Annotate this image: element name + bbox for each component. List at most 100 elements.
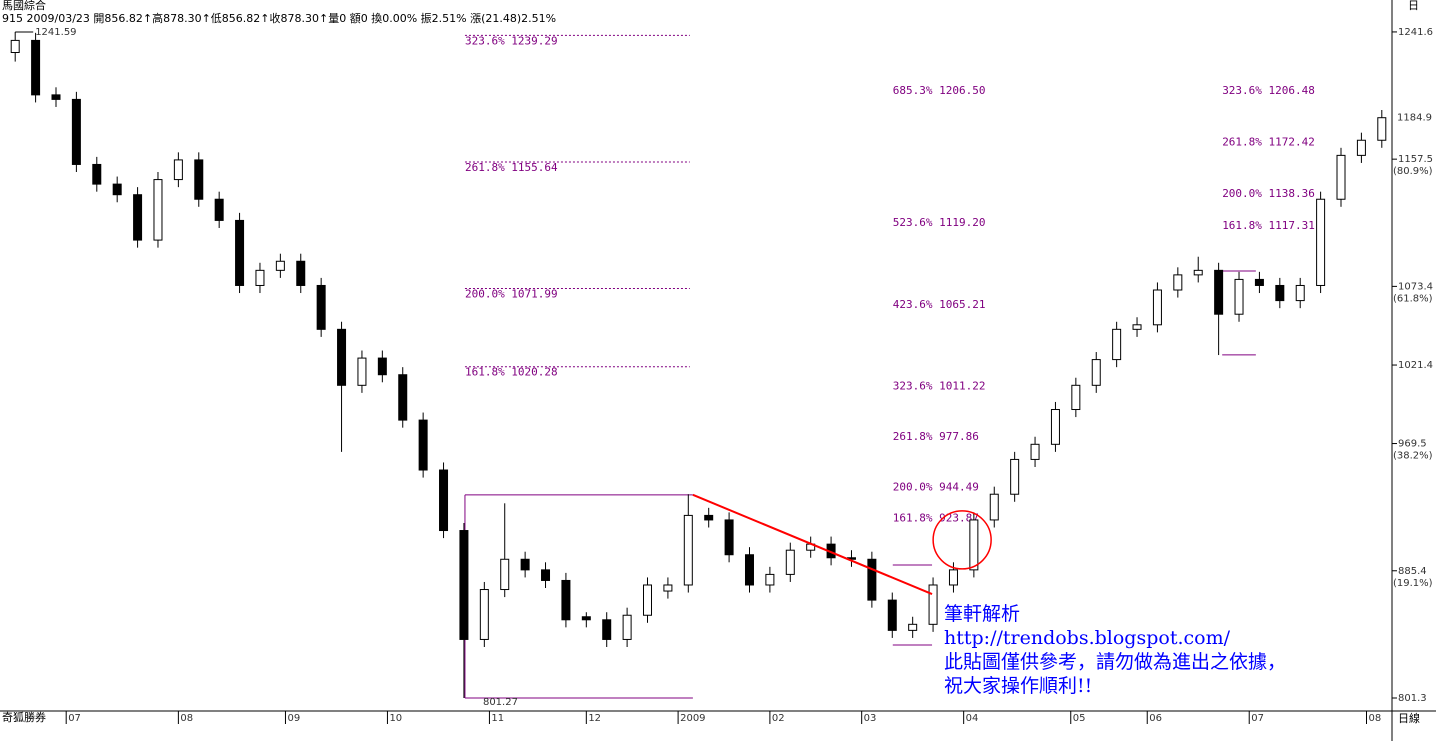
y-percent-label: (19.1%) (1393, 578, 1433, 589)
candle-body (867, 558, 877, 601)
candle-body (316, 284, 326, 330)
fib-label: 323.6% 1239.29 (465, 34, 558, 47)
candle-body (1193, 269, 1203, 276)
fib-label: 161.8% 923.87 (893, 512, 979, 525)
candle-body (71, 98, 81, 165)
x-tick-label: 11 (491, 713, 504, 724)
candle-body (1214, 269, 1224, 315)
candle-body (989, 493, 999, 521)
candle-body (51, 94, 61, 100)
high-label: 1241.59 (35, 27, 76, 38)
candle-body (418, 419, 428, 471)
candle-body (235, 219, 245, 286)
candle-body (663, 584, 673, 592)
y-percent-label: (61.8%) (1393, 293, 1433, 304)
fib-label: 200.0% 1071.99 (465, 288, 558, 301)
candle-body (1112, 328, 1122, 361)
fib-label: 200.0% 1138.36 (1222, 187, 1315, 200)
candle-body (581, 616, 591, 621)
candle-body (1071, 384, 1081, 411)
candle-body (255, 269, 265, 286)
candle-body (377, 357, 387, 376)
x-tick-label: 05 (1073, 713, 1086, 724)
candle-body (275, 260, 285, 271)
candle-body (479, 589, 489, 640)
candle-body (173, 159, 183, 181)
y-percent-label: (38.2%) (1393, 451, 1433, 462)
chart-subtitle: 915 2009/03/23 開856.82↑高878.30↑低856.82↑收… (2, 11, 556, 25)
candle-body (357, 357, 367, 386)
y-tick-label: 1241.6 (1398, 27, 1433, 38)
candle-body (541, 569, 551, 581)
candle-body (398, 374, 408, 421)
candle-body (153, 179, 163, 241)
period-short: 日 (1408, 0, 1419, 12)
x-tick-label: 06 (1149, 713, 1162, 724)
candle-body (928, 584, 938, 625)
fib-label: 200.0% 944.49 (893, 480, 979, 493)
trendline (692, 493, 933, 595)
candle-body (1234, 278, 1244, 315)
fib-label: 161.8% 1117.31 (1222, 219, 1315, 232)
fib-label: 423.6% 1065.21 (893, 298, 986, 311)
candle-body (969, 519, 979, 571)
candle-body (948, 569, 958, 586)
candle-body (459, 530, 469, 640)
candle-body (1010, 458, 1020, 495)
candle-body (1275, 284, 1285, 302)
candle-body (500, 558, 510, 591)
x-tick-label: 04 (966, 713, 979, 724)
chart-title: 馬國綜合 (2, 0, 46, 12)
x-tick-label: 02 (772, 713, 785, 724)
y-tick-label: 1073.4 (1398, 281, 1433, 292)
x-tick-label: 03 (864, 713, 877, 724)
y-percent-label: (80.9%) (1393, 166, 1433, 177)
note-text: http://trendobs.blogspot.com/ (944, 627, 1231, 649)
fib-label: 261.8% 1155.64 (465, 161, 558, 174)
candle-body (520, 558, 530, 571)
fib-label: 685.3% 1206.50 (893, 84, 986, 97)
note-text: 此貼圖僅供參考，請勿做為進出之依據， (944, 651, 1286, 673)
highlight-circle (932, 510, 992, 570)
fib-label: 323.6% 1011.22 (893, 379, 986, 392)
fib-label: 523.6% 1119.20 (893, 216, 986, 229)
candle-body (704, 514, 714, 521)
candle-body (908, 623, 918, 631)
candle-body (214, 198, 224, 221)
x-tick-label: 07 (1251, 713, 1264, 724)
y-tick-label: 969.5 (1398, 439, 1427, 450)
x-tick-label: 12 (588, 713, 601, 724)
x-tick-label: 08 (1369, 713, 1382, 724)
candle-body (439, 469, 449, 532)
x-tick-label: 09 (287, 713, 300, 724)
candle-body (1132, 324, 1142, 330)
last-price-label: 1184.9 (1397, 113, 1432, 124)
x-tick-label: 07 (68, 713, 81, 724)
candle-body (1254, 278, 1264, 286)
candle-body (683, 514, 693, 586)
candle-body (133, 194, 143, 241)
candle-body (296, 260, 306, 286)
x-tick-label: 10 (389, 713, 402, 724)
y-tick-label: 1021.4 (1398, 360, 1433, 371)
candle-body (194, 159, 204, 200)
candle-body (744, 554, 754, 586)
candle-body (1356, 139, 1366, 156)
x-tick-label: 2009 (680, 713, 705, 724)
period-label: 日線 (1398, 711, 1420, 725)
low-label: 801.27 (483, 697, 518, 708)
candle-body (1091, 359, 1101, 386)
y-tick-label: 885.4 (1398, 566, 1427, 577)
candle-body (1336, 154, 1346, 200)
candle-body (1030, 443, 1040, 460)
x-tick-label: 08 (180, 713, 193, 724)
fib-label: 161.8% 1020.28 (465, 366, 558, 379)
candle-body (1316, 198, 1326, 286)
y-tick-label: 801.3 (1398, 693, 1427, 704)
candle-body (724, 519, 734, 556)
candle-body (602, 619, 612, 640)
candle-body (92, 163, 102, 185)
note-text: 祝大家操作順利!! (944, 675, 1092, 697)
candle-body (337, 328, 347, 386)
